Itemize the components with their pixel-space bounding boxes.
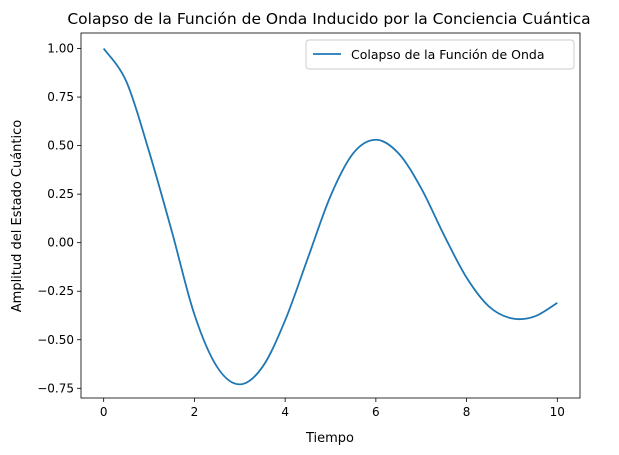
y-tick-label: 0.00 <box>47 236 74 250</box>
y-tick-label: 0.75 <box>47 90 74 104</box>
plot-area: 0 2 4 6 8 10 −0.75 −0.50 −0.25 0.00 0.25 0.50 0.75 1… <box>37 32 581 419</box>
x-tick-label: 0 <box>100 405 108 419</box>
series-line <box>102 48 558 386</box>
series-group <box>102 48 558 386</box>
chart-title: Colapso de la Función de Onda Inducido p… <box>67 10 590 28</box>
y-axis-label: Amplitud del Estado Cuántico <box>10 120 25 313</box>
x-tick-label: 2 <box>191 405 199 419</box>
x-tick-label: 8 <box>463 405 471 419</box>
x-tick-label: 10 <box>550 405 565 419</box>
x-tick-label: 6 <box>372 405 380 419</box>
y-tick-label: 0.50 <box>47 139 74 153</box>
y-tick-label: 0.25 <box>47 187 74 201</box>
y-tick-label: −0.50 <box>37 333 74 347</box>
legend-entry: Colapso de la Función de Onda <box>351 47 544 62</box>
y-tick-label: −0.75 <box>37 381 74 395</box>
x-axis: 0 2 4 6 8 10 <box>100 398 565 419</box>
y-tick-label: −0.25 <box>37 284 74 298</box>
y-axis: −0.75 −0.50 −0.25 0.00 0.25 0.50 0.75 1.00 <box>37 42 81 395</box>
x-tick-label: 4 <box>281 405 289 419</box>
y-tick-label: 1.00 <box>47 42 74 56</box>
legend-box <box>305 39 575 70</box>
x-axis-label: Tiempo <box>305 431 354 446</box>
plot-frame <box>80 32 581 399</box>
legend: Colapso de la Función de Onda <box>305 39 575 70</box>
